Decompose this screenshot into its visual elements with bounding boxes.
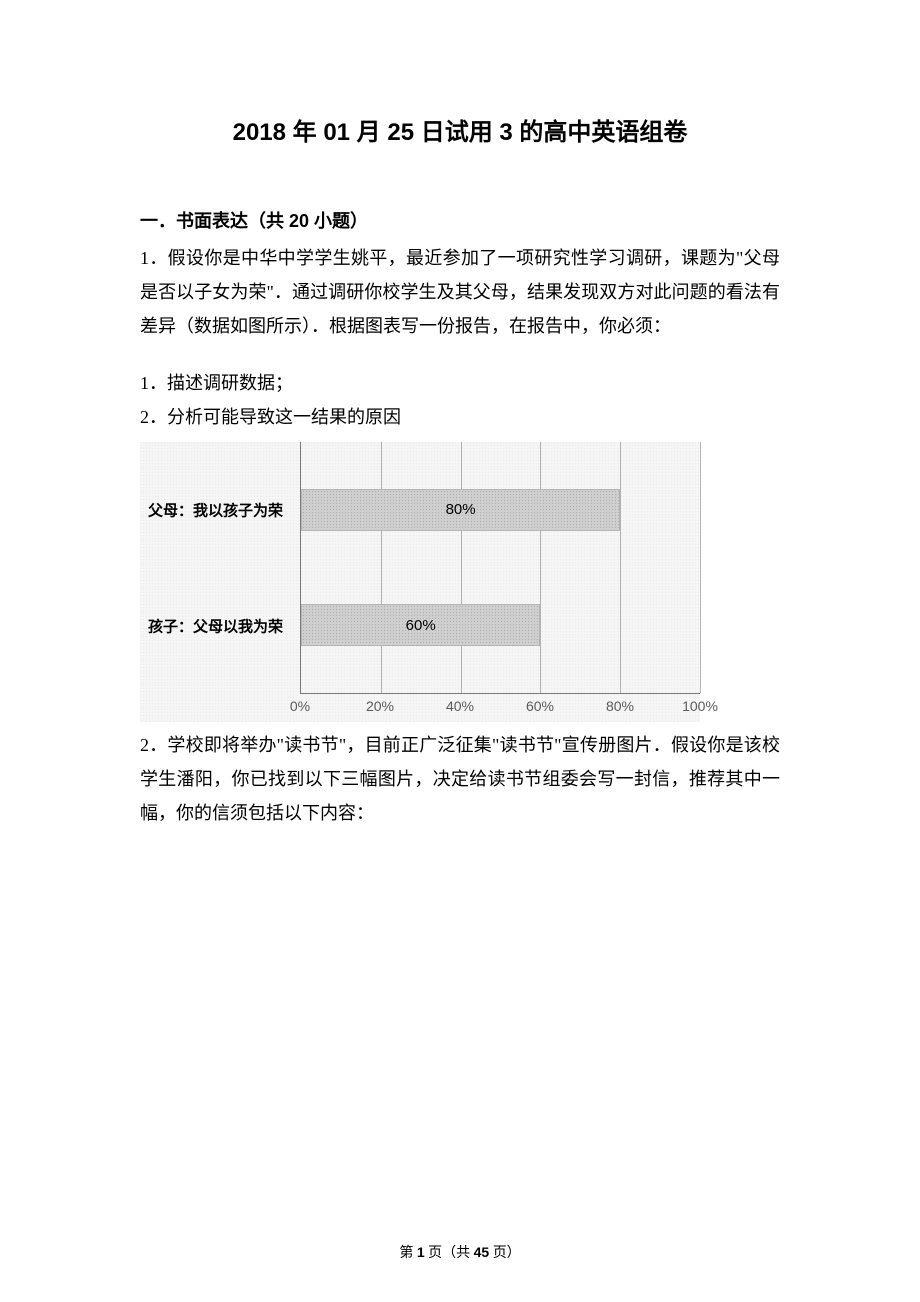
x-tick: 0% [290,698,310,714]
question-1-text: 1．假设你是中华中学学生姚平，最近参加了一项研究性学习调研，课题为"父母是否以子… [140,241,780,344]
footer-prefix: 第 [399,1246,417,1261]
section-header: 一．书面表达（共 20 小题） [140,207,780,233]
plot-area: 80% 60% [300,442,700,694]
x-tick: 40% [446,698,474,714]
x-axis: 0% 20% 40% 60% 80% 100% [300,694,700,722]
x-tick: 20% [366,698,394,714]
footer-page-current: 1 [417,1244,425,1260]
page-title: 2018 年 01 月 25 日试用 3 的高中英语组卷 [140,112,780,147]
bar-0: 80% [301,489,620,531]
footer-mid: 页（共 [425,1246,474,1261]
bar-1: 60% [301,604,540,646]
footer-page-total: 45 [474,1244,490,1260]
gridline [620,442,621,693]
gridline [381,442,382,693]
question-2-text: 2．学校即将举办"读书节"，目前正广泛征集"读书节"宣传册图片．假设你是该校学生… [140,728,780,831]
gridline [700,442,701,693]
y-axis-label-0: 父母：我以孩子为荣 [148,499,296,520]
footer-suffix: 页） [489,1246,521,1261]
x-tick: 60% [526,698,554,714]
y-axis-labels: 父母：我以孩子为荣 孩子：父母以我为荣 [140,442,300,694]
page: 2018 年 01 月 25 日试用 3 的高中英语组卷 一．书面表达（共 20… [0,0,920,1302]
survey-bar-chart: 父母：我以孩子为荣 孩子：父母以我为荣 80% 60% 0% 20% 40% 6… [140,442,700,722]
page-footer: 第 1 页（共 45 页） [0,1242,920,1262]
question-1-item-1: 1．描述调研数据； [140,366,780,400]
gridline [461,442,462,693]
y-axis-label-1: 孩子：父母以我为荣 [148,615,296,636]
chart-container: 父母：我以孩子为荣 孩子：父母以我为荣 80% 60% 0% 20% 40% 6… [140,442,700,722]
gridline [540,442,541,693]
x-tick: 80% [606,698,634,714]
question-1-item-2: 2．分析可能导致这一结果的原因 [140,400,780,434]
x-tick: 100% [682,698,718,714]
